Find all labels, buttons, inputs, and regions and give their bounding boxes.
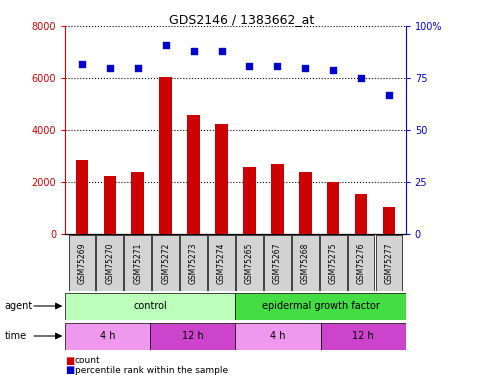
Bar [383, 207, 395, 234]
Bar [236, 292, 406, 320]
Bar [264, 235, 291, 291]
Text: GSM75271: GSM75271 [133, 242, 142, 284]
Text: 4 h: 4 h [270, 331, 286, 341]
Text: GSM75275: GSM75275 [328, 242, 338, 284]
Text: GDS2146 / 1383662_at: GDS2146 / 1383662_at [169, 13, 314, 26]
Text: count: count [75, 356, 100, 365]
Text: GSM75273: GSM75273 [189, 242, 198, 284]
Point [273, 63, 281, 69]
Point [106, 65, 114, 71]
Bar [152, 235, 179, 291]
Text: 12 h: 12 h [182, 331, 204, 341]
Text: GSM75269: GSM75269 [77, 242, 86, 284]
Bar [208, 235, 235, 291]
Point [385, 92, 393, 98]
Bar [103, 176, 116, 234]
Point [245, 63, 253, 69]
Text: control: control [133, 301, 167, 311]
Bar [243, 167, 256, 234]
Bar [321, 322, 406, 350]
Bar [348, 235, 374, 291]
Bar [125, 235, 151, 291]
Point [301, 65, 309, 71]
Text: GSM75272: GSM75272 [161, 242, 170, 284]
Point [357, 75, 365, 81]
Bar [271, 164, 284, 234]
Bar [159, 77, 172, 234]
Text: 12 h: 12 h [352, 331, 374, 341]
Text: percentile rank within the sample: percentile rank within the sample [75, 366, 228, 375]
Bar [131, 172, 144, 234]
Text: GSM75276: GSM75276 [356, 242, 366, 284]
Point [329, 67, 337, 73]
Point [134, 65, 142, 71]
Bar [97, 235, 123, 291]
Bar [65, 292, 236, 320]
Text: GSM75274: GSM75274 [217, 242, 226, 284]
Bar [76, 160, 88, 234]
Text: ■: ■ [65, 356, 74, 366]
Bar [187, 115, 200, 234]
Point [218, 48, 226, 54]
Bar [69, 235, 95, 291]
Bar [236, 322, 321, 350]
Text: ■: ■ [65, 366, 74, 375]
Text: time: time [5, 331, 27, 341]
Bar [292, 235, 319, 291]
Bar [180, 235, 207, 291]
Point [78, 61, 86, 67]
Text: GSM75270: GSM75270 [105, 242, 114, 284]
Text: GSM75277: GSM75277 [384, 242, 394, 284]
Text: epidermal growth factor: epidermal growth factor [262, 301, 380, 311]
Bar [376, 235, 402, 291]
Bar [150, 322, 236, 350]
Bar [327, 182, 340, 234]
Text: GSM75268: GSM75268 [301, 242, 310, 284]
Text: GSM75267: GSM75267 [273, 242, 282, 284]
Bar [215, 124, 228, 234]
Bar [299, 172, 312, 234]
Point [190, 48, 198, 54]
Bar [65, 322, 150, 350]
Text: agent: agent [5, 301, 33, 311]
Point [162, 42, 170, 48]
Bar [320, 235, 346, 291]
Bar [236, 235, 263, 291]
Text: GSM75265: GSM75265 [245, 242, 254, 284]
Bar [355, 194, 368, 234]
Text: 4 h: 4 h [100, 331, 115, 341]
